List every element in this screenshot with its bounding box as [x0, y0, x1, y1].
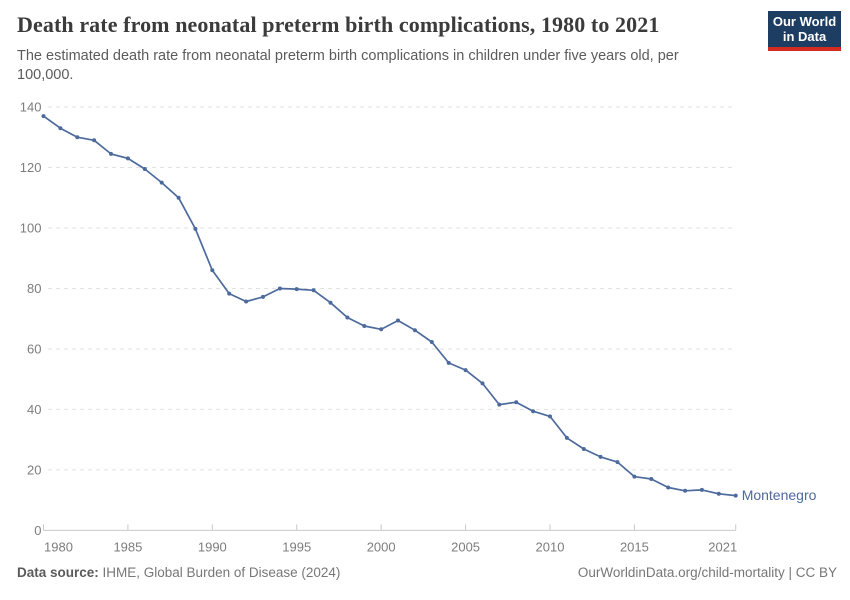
- x-tick-label: 2005: [451, 539, 480, 554]
- data-point-marker[interactable]: [379, 327, 384, 332]
- x-tick-label: 2021: [708, 539, 737, 554]
- x-tick-label: 2010: [536, 539, 565, 554]
- data-point-marker[interactable]: [277, 286, 282, 291]
- data-point-marker[interactable]: [142, 167, 147, 171]
- data-point-marker[interactable]: [497, 402, 502, 407]
- data-point-marker[interactable]: [666, 485, 671, 490]
- y-tick-label: 100: [20, 220, 42, 235]
- data-point-marker[interactable]: [598, 454, 603, 459]
- owid-link[interactable]: OurWorldinData.org/child-mortality: [577, 565, 785, 580]
- data-point-marker[interactable]: [581, 447, 586, 451]
- chart-subtitle: The estimated death rate from neonatal p…: [17, 48, 679, 83]
- data-source: Data source: IHME, Global Burden of Dise…: [17, 565, 340, 580]
- x-tick-label: 1980: [44, 539, 73, 554]
- data-point-marker[interactable]: [514, 400, 519, 405]
- data-point-marker[interactable]: [463, 368, 468, 373]
- x-tick-label: 1995: [282, 539, 311, 554]
- y-tick-label: 20: [27, 462, 41, 477]
- x-tick-label: 1985: [113, 539, 142, 554]
- data-point-marker[interactable]: [446, 360, 451, 365]
- data-point-marker[interactable]: [683, 488, 688, 493]
- x-tick-label: 1990: [198, 539, 227, 554]
- y-tick-label: 140: [20, 100, 42, 115]
- data-point-marker[interactable]: [125, 156, 130, 161]
- data-point-marker[interactable]: [92, 138, 97, 143]
- data-point-marker[interactable]: [733, 493, 738, 498]
- header: Death rate from neonatal preterm birth c…: [17, 12, 762, 85]
- data-point-marker[interactable]: [311, 288, 316, 293]
- data-point-marker[interactable]: [328, 300, 333, 305]
- data-point-marker[interactable]: [345, 315, 350, 320]
- x-axis: 1980 1985 1990 1995 2000 2005 2010 2015 2021: [43, 524, 737, 554]
- entity-label[interactable]: Montenegro: [742, 487, 817, 503]
- x-tick-label: 2000: [367, 539, 396, 554]
- owid-logo-line1: Our World: [772, 14, 837, 29]
- data-point-marker[interactable]: [294, 287, 299, 292]
- data-point-marker[interactable]: [649, 477, 654, 481]
- data-point-marker[interactable]: [632, 474, 637, 479]
- data-point-marker[interactable]: [193, 226, 198, 231]
- data-point-marker[interactable]: [396, 318, 400, 323]
- footer-right: OurWorldinData.org/child-mortality | CC …: [578, 565, 837, 580]
- data-point-marker[interactable]: [58, 126, 63, 131]
- data-point-marker[interactable]: [412, 328, 417, 333]
- data-point-marker[interactable]: [75, 135, 80, 140]
- data-point-marker[interactable]: [261, 294, 265, 299]
- data-point-marker[interactable]: [531, 409, 536, 414]
- series-line-montenegro[interactable]: Montenegro: [41, 114, 817, 503]
- page-title: Death rate from neonatal preterm birth c…: [17, 12, 660, 37]
- license-text: | CC BY: [784, 565, 837, 580]
- data-point-marker[interactable]: [109, 151, 113, 156]
- data-point-marker[interactable]: [244, 299, 249, 304]
- data-point-marker[interactable]: [429, 340, 434, 344]
- data-point-marker[interactable]: [548, 414, 552, 419]
- data-source-label: Data source:: [17, 565, 99, 580]
- data-source-text: IHME, Global Burden of Disease (2024): [98, 565, 341, 580]
- y-tick-label: 0: [34, 523, 41, 538]
- series-path[interactable]: [42, 115, 737, 497]
- y-tick-label: 60: [27, 341, 41, 356]
- data-point-marker[interactable]: [480, 381, 485, 386]
- owid-logo-line2: in Data: [782, 29, 827, 44]
- owid-logo[interactable]: Our World in Data: [768, 11, 841, 51]
- data-point-marker[interactable]: [564, 435, 569, 440]
- data-point-marker[interactable]: [716, 491, 721, 496]
- x-tick-label: 2015: [620, 539, 649, 554]
- data-point-marker[interactable]: [227, 291, 232, 296]
- data-point-marker[interactable]: [699, 487, 704, 492]
- data-point-marker[interactable]: [615, 460, 620, 465]
- y-tick-label: 120: [20, 160, 42, 175]
- data-point-marker[interactable]: [159, 180, 164, 185]
- data-point-marker[interactable]: [176, 195, 181, 200]
- data-point-marker[interactable]: [41, 114, 46, 119]
- data-point-marker[interactable]: [362, 324, 367, 328]
- footer: Data source: IHME, Global Burden of Dise…: [17, 565, 837, 580]
- y-tick-label: 80: [27, 281, 41, 296]
- y-tick-label: 40: [27, 402, 41, 417]
- gridlines: [48, 106, 736, 471]
- data-point-marker[interactable]: [210, 268, 215, 273]
- y-axis-labels: 0 20 40 60 80 100 120 140: [20, 100, 42, 538]
